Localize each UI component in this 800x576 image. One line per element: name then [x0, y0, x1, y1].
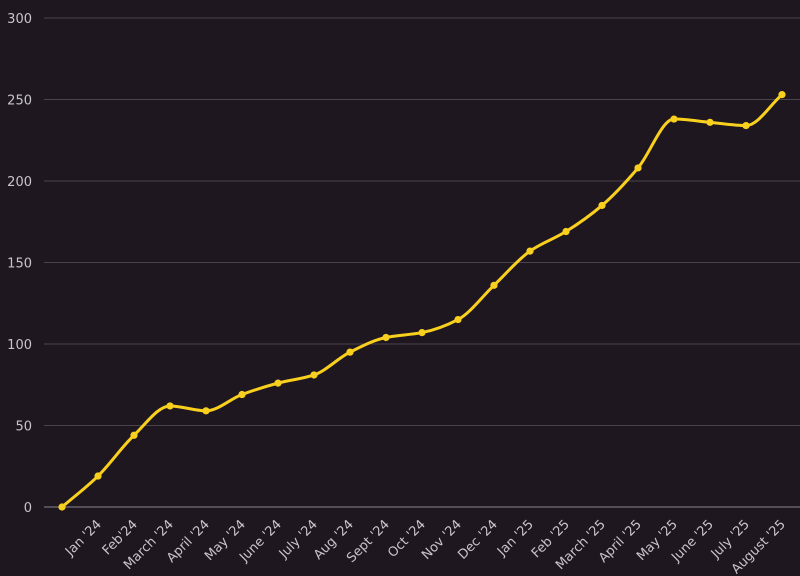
y-tick-label: 50 — [15, 420, 32, 435]
data-point[interactable] — [346, 348, 354, 356]
data-point[interactable] — [670, 115, 678, 123]
data-point[interactable] — [166, 402, 174, 410]
data-point[interactable] — [778, 91, 786, 99]
data-point[interactable] — [706, 118, 714, 126]
data-point[interactable] — [742, 121, 750, 130]
data-point[interactable] — [382, 333, 390, 342]
x-tick-label: Dec '24 — [455, 517, 501, 563]
series-line-0 — [60, 93, 784, 509]
data-point[interactable] — [94, 472, 102, 480]
y-tick-label: 300 — [7, 12, 32, 27]
data-point[interactable] — [526, 247, 534, 255]
points-group — [58, 91, 786, 511]
data-point[interactable] — [238, 390, 246, 399]
data-point[interactable] — [202, 407, 210, 415]
y-tick-label: 200 — [7, 175, 32, 190]
grid — [44, 17, 800, 508]
series-group — [60, 93, 784, 509]
data-point[interactable] — [310, 371, 318, 379]
data-point[interactable] — [490, 281, 498, 289]
y-tick-label: 250 — [7, 94, 32, 109]
y-tick-label: 150 — [7, 257, 32, 272]
y-axis-ticks: 0 50 100 150 200 250 300 — [7, 12, 32, 516]
data-point[interactable] — [130, 431, 138, 439]
data-point[interactable] — [454, 315, 462, 324]
y-tick-label: 100 — [7, 338, 32, 353]
data-point[interactable] — [58, 503, 66, 511]
data-point[interactable] — [598, 201, 606, 210]
data-point[interactable] — [634, 164, 642, 172]
data-point[interactable] — [562, 227, 570, 236]
data-point[interactable] — [274, 379, 282, 387]
x-tick-label: Jan '24 — [62, 517, 105, 560]
y-tick-label: 0 — [24, 501, 32, 516]
data-point[interactable] — [418, 328, 426, 337]
